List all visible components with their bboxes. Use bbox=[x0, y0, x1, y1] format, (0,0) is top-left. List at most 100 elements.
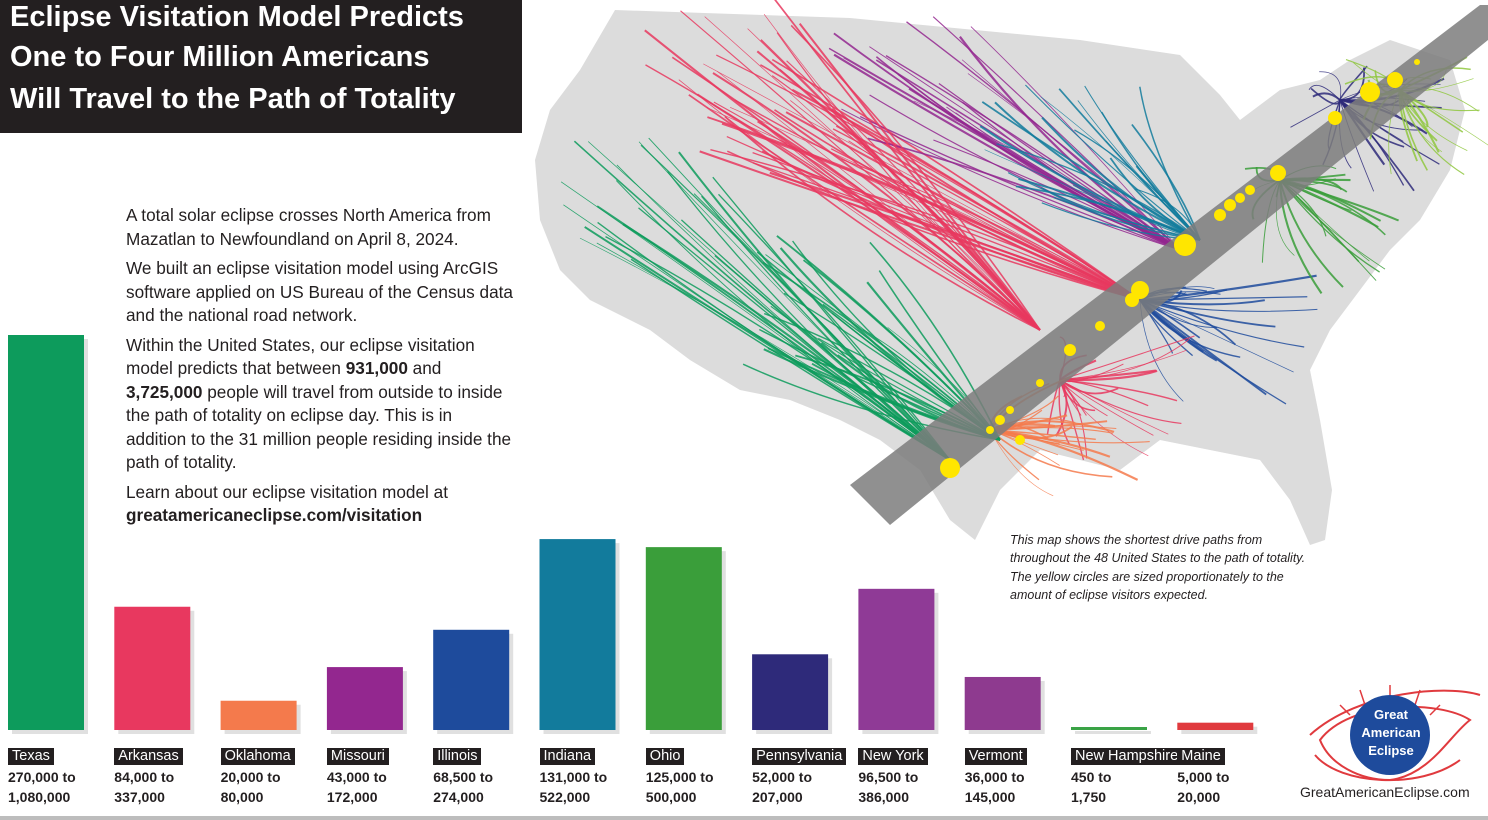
bar-ohio bbox=[645, 547, 722, 730]
drive-path bbox=[726, 150, 1141, 301]
visitor-site-circle bbox=[1224, 199, 1236, 211]
visitor-site-circle bbox=[1174, 234, 1196, 256]
state-name: New Hampshire bbox=[1071, 748, 1183, 765]
bar-label-new-york: New York 96,500 to 386,000 bbox=[858, 747, 928, 807]
bar-label-missouri: Missouri 43,000 to 172,000 bbox=[326, 747, 389, 807]
description-paragraph-3: Within the United States, our eclipse vi… bbox=[126, 334, 516, 475]
visitor-site-circle bbox=[1214, 209, 1226, 221]
range-value: 36,000 to bbox=[964, 769, 1025, 785]
bar-arkansas bbox=[114, 606, 191, 730]
bar-texas bbox=[8, 335, 84, 730]
state-name: Oklahoma bbox=[220, 748, 295, 765]
logo-text: Great American Eclipse bbox=[1352, 706, 1430, 760]
visitor-site-circles bbox=[940, 59, 1420, 478]
visitor-site-circle bbox=[1095, 321, 1105, 331]
visitor-site-circle bbox=[995, 415, 1005, 425]
drive-path bbox=[798, 22, 1041, 331]
range-value: 386,000 bbox=[858, 789, 909, 805]
range-value: 270,000 to bbox=[8, 769, 76, 785]
drive-path bbox=[710, 148, 1141, 301]
drive-path bbox=[994, 101, 1201, 241]
drive-path bbox=[1059, 379, 1119, 395]
visitor-site-circle bbox=[1414, 59, 1420, 65]
description-paragraph-1: A total solar eclipse crosses North Amer… bbox=[126, 205, 491, 249]
bar-illinois bbox=[433, 629, 510, 730]
drive-path bbox=[704, 16, 1041, 331]
drive-path bbox=[560, 181, 951, 461]
great-american-eclipse-logo bbox=[1309, 685, 1481, 782]
visitor-site-circle bbox=[1036, 379, 1044, 387]
drive-path bbox=[1308, 84, 1341, 101]
drive-path bbox=[989, 429, 1113, 478]
bar-label-maine: Maine 5,000 to 20,000 bbox=[1177, 747, 1229, 807]
drive-path bbox=[616, 164, 951, 461]
drive-path bbox=[1059, 369, 1157, 382]
drive-path bbox=[1139, 299, 1294, 373]
range-value: 131,000 to bbox=[539, 769, 608, 785]
drive-path bbox=[1101, 111, 1201, 241]
bar-label-vermont: Vermont 36,000 to 145,000 bbox=[964, 747, 1027, 807]
state-name: Arkansas bbox=[114, 748, 183, 765]
visitor-site-circle bbox=[1064, 344, 1076, 356]
logo-word-eclipse: Eclipse bbox=[1368, 743, 1414, 758]
drive-path bbox=[644, 29, 1041, 331]
drive-path bbox=[1059, 369, 1158, 382]
drive-path bbox=[1319, 71, 1342, 101]
bar-label-new-hampshire: New Hampshire 450 to 1,750 bbox=[1071, 747, 1183, 807]
us-drive-path-map bbox=[535, 0, 1488, 545]
drive-path bbox=[1041, 116, 1201, 241]
drive-path bbox=[1025, 84, 1201, 241]
drive-path bbox=[712, 176, 951, 461]
drive-path bbox=[759, 64, 1141, 301]
visitor-site-circle bbox=[1245, 185, 1255, 195]
drive-path bbox=[1007, 172, 1201, 241]
drive-path bbox=[869, 46, 1181, 251]
drive-path bbox=[996, 143, 1201, 241]
description-paragraph-2: We built an eclipse visitation model usi… bbox=[126, 258, 513, 325]
range-value: 172,000 bbox=[326, 789, 378, 805]
drive-path bbox=[776, 32, 1041, 331]
drive-path bbox=[1139, 299, 1305, 348]
drive-path bbox=[648, 137, 951, 461]
drive-path bbox=[970, 26, 1181, 251]
bar-vermont bbox=[964, 676, 1041, 730]
bar-label-indiana: Indiana 131,000 to 522,000 bbox=[539, 747, 608, 807]
range-value: 1,750 bbox=[1071, 789, 1107, 805]
drive-path bbox=[638, 141, 951, 461]
range-value: 96,500 to bbox=[858, 769, 919, 785]
state-name: Texas bbox=[8, 748, 54, 765]
drive-path bbox=[1059, 379, 1182, 424]
drive-path bbox=[841, 108, 1181, 251]
drive-path bbox=[763, 13, 1041, 331]
drive-path bbox=[579, 237, 951, 461]
drive-path bbox=[790, 24, 1041, 331]
drive-path bbox=[760, 122, 1041, 331]
range-value: 84,000 to bbox=[114, 769, 175, 785]
description-text: Within the United States, our eclipse vi… bbox=[126, 334, 475, 379]
bar-new-york bbox=[858, 588, 935, 730]
drive-path bbox=[885, 54, 1181, 251]
path-of-totality-band bbox=[850, 5, 1488, 525]
visitation-model-link[interactable]: greatamericaneclipse.com/visitation bbox=[126, 505, 423, 525]
bottom-rule bbox=[0, 816, 1488, 820]
drive-path bbox=[859, 116, 1181, 251]
description: A total solar eclipse crosses North Amer… bbox=[126, 204, 516, 534]
drive-path bbox=[786, 60, 1041, 331]
drive-path bbox=[699, 150, 1141, 301]
drive-path bbox=[701, 195, 951, 461]
drive-path bbox=[835, 125, 1141, 301]
drive-path bbox=[563, 204, 951, 461]
state-name: Maine bbox=[1177, 748, 1225, 765]
state-name: Pennsylvania bbox=[752, 748, 847, 765]
state-name: New York bbox=[858, 748, 928, 765]
description-text: Learn about our eclipse visitation model… bbox=[126, 481, 448, 502]
drive-path bbox=[979, 125, 1201, 242]
range-value: 5,000 to bbox=[1177, 769, 1230, 785]
high-estimate: 3,725,000 bbox=[126, 381, 203, 402]
description-paragraph-4: Learn about our eclipse visitation model… bbox=[126, 481, 516, 528]
drive-path bbox=[1084, 85, 1201, 241]
website-url[interactable]: GreatAmericanEclipse.com bbox=[1300, 784, 1470, 800]
state-name: Ohio bbox=[645, 748, 685, 765]
low-estimate: 931,000 bbox=[345, 358, 408, 378]
logo-word-great: Great bbox=[1374, 707, 1408, 722]
